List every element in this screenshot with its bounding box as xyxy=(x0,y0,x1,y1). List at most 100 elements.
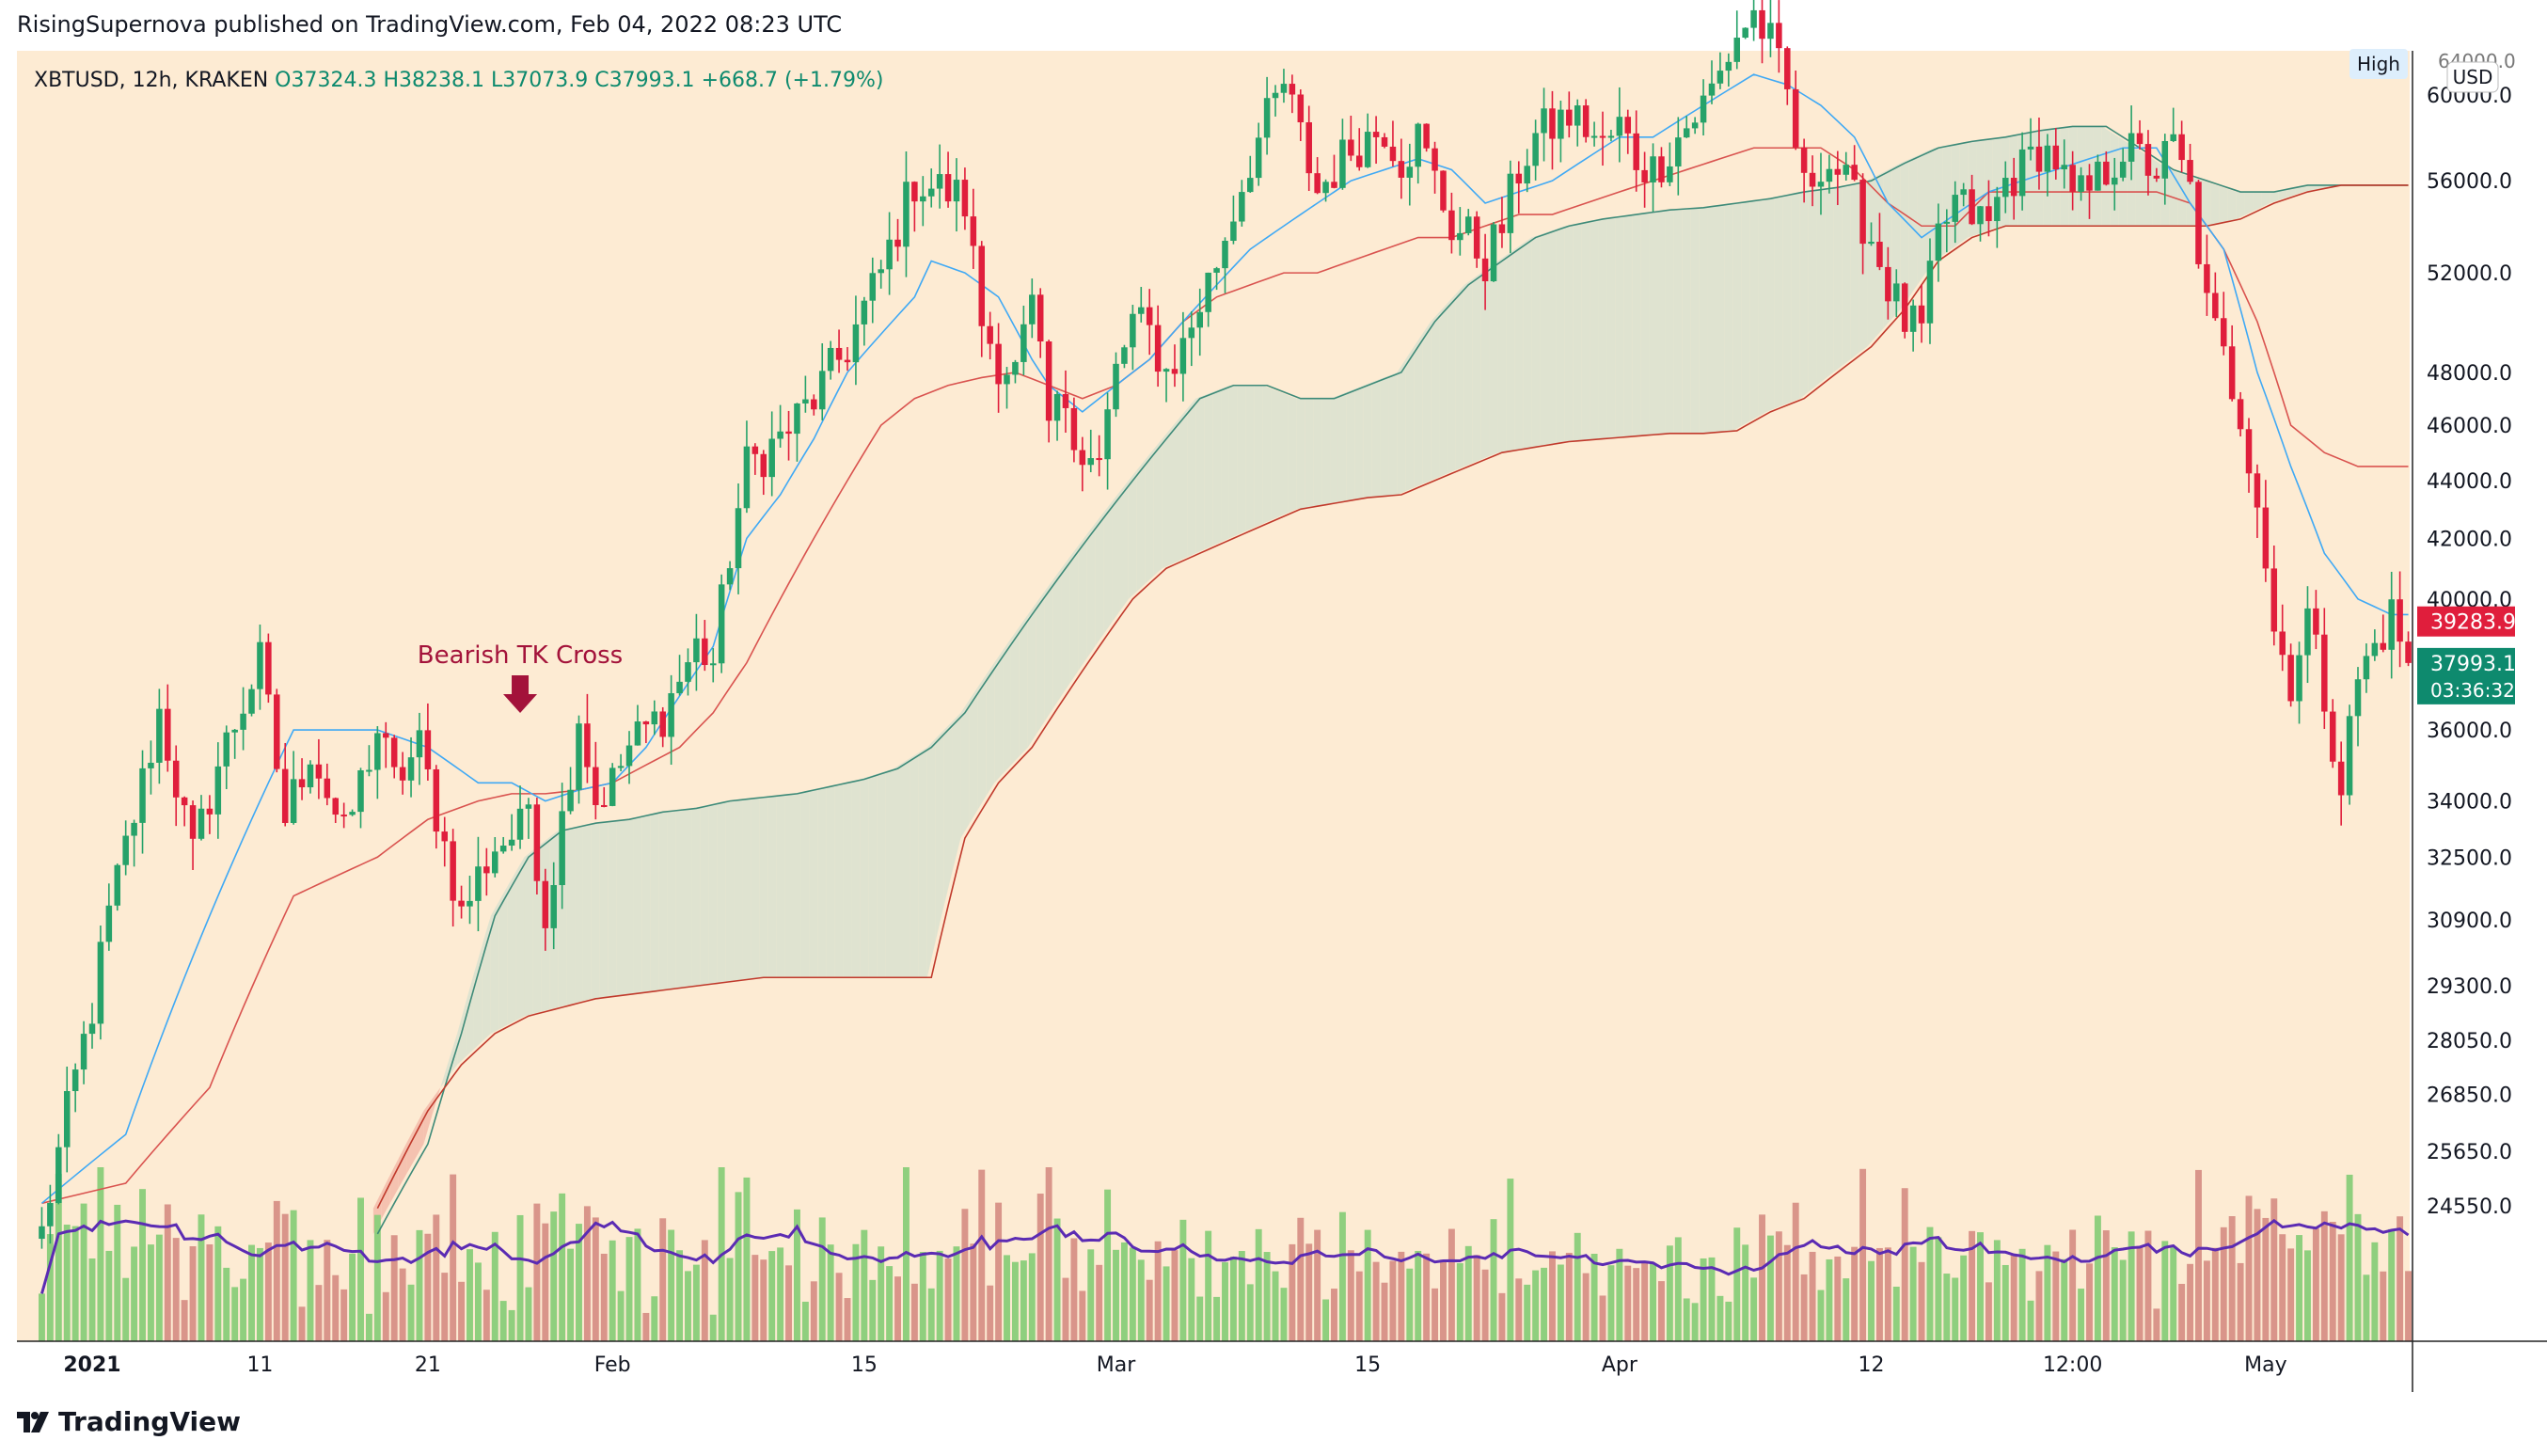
candle-body xyxy=(63,1091,71,1147)
candle-body xyxy=(1767,23,1774,40)
volume-bar xyxy=(307,1240,314,1341)
volume-bar xyxy=(2111,1247,2118,1341)
volume-bar xyxy=(1826,1258,1833,1341)
volume-bar xyxy=(349,1253,356,1341)
candle-body xyxy=(114,864,121,906)
cloud-segment xyxy=(1221,385,1229,543)
close-price-label: 37993.1 xyxy=(2430,653,2516,676)
volume-bar xyxy=(2010,1254,2017,1341)
price-tick-label: 29300.0 xyxy=(2427,975,2512,999)
candle-body xyxy=(878,269,884,274)
time-tick-label: Feb xyxy=(594,1353,631,1377)
cloud-segment xyxy=(1204,391,1213,550)
candle-body xyxy=(2371,642,2379,657)
volume-bar xyxy=(1481,1269,1489,1341)
volume-bar xyxy=(576,1224,582,1341)
candle-body xyxy=(1355,155,1363,167)
cloud-segment xyxy=(515,857,525,1021)
candle-body xyxy=(634,721,641,746)
volume-bar xyxy=(88,1258,96,1341)
candle-body xyxy=(2212,293,2219,319)
volume-bar xyxy=(122,1277,130,1341)
volume-bar xyxy=(1650,1263,1656,1341)
volume-bar xyxy=(1272,1271,1279,1341)
candle-body xyxy=(105,905,113,942)
volume-bar xyxy=(2296,1235,2303,1341)
cloud-segment xyxy=(1153,438,1163,577)
volume-bar xyxy=(1733,1227,1741,1341)
cloud-segment xyxy=(793,791,801,978)
cloud-segment xyxy=(960,700,970,839)
time-tick-label: 21 xyxy=(415,1353,441,1377)
candle-body xyxy=(1985,206,1992,222)
candle-body xyxy=(1994,197,2001,222)
tradingview-brand[interactable]: TradingView xyxy=(17,1406,241,1437)
volume-bar xyxy=(827,1244,834,1341)
volume-bar xyxy=(1087,1249,1095,1341)
candle-body xyxy=(600,804,608,807)
candle-body xyxy=(450,841,456,901)
high-label: High xyxy=(2357,53,2400,75)
cloud-segment xyxy=(935,730,944,942)
volume-bar xyxy=(533,1203,541,1341)
candle-body xyxy=(1607,135,1615,138)
volume-bar xyxy=(936,1250,943,1341)
volume-bar xyxy=(467,1249,473,1341)
candle-body xyxy=(148,762,154,768)
volume-bar xyxy=(801,1301,809,1341)
volume-bar xyxy=(1255,1228,1262,1341)
candle-body xyxy=(1053,393,1061,421)
candle-body xyxy=(936,174,943,189)
candle-body xyxy=(2086,175,2093,191)
price-tick-label: 44000.0 xyxy=(2427,470,2512,494)
volume-bar xyxy=(685,1271,691,1341)
volume-bar xyxy=(1113,1249,1119,1341)
volume-bar xyxy=(1800,1274,1808,1341)
candle-body xyxy=(88,1023,96,1035)
volume-bar xyxy=(668,1229,675,1341)
candle-body xyxy=(1742,27,1748,39)
volume-bar xyxy=(105,1250,113,1341)
volume-bar xyxy=(2279,1234,2286,1341)
cloud-segment xyxy=(1271,388,1280,520)
candle-body xyxy=(2078,175,2084,192)
volume-bar xyxy=(1314,1229,1321,1341)
cloud-segment xyxy=(700,804,709,986)
volume-bar xyxy=(1993,1240,2001,1341)
candle-body xyxy=(366,769,372,772)
volume-bar xyxy=(1163,1266,1170,1341)
volume-bar xyxy=(1096,1264,1103,1341)
volume-bar xyxy=(2287,1248,2295,1341)
candle-body xyxy=(1171,369,1179,374)
candle-body xyxy=(1339,139,1346,188)
volume-bar xyxy=(835,1273,843,1341)
candle-body xyxy=(156,708,163,763)
candle-body xyxy=(861,300,868,324)
price-axis[interactable]: 60000.056000.052000.048000.046000.044000… xyxy=(2349,49,2516,1392)
volume-bar xyxy=(1901,1188,1908,1341)
annotation-arrow-icon xyxy=(503,675,538,713)
candle-body xyxy=(1784,48,1791,89)
volume-bar xyxy=(458,1281,466,1341)
volume-bar xyxy=(1036,1194,1044,1341)
volume-bar xyxy=(2228,1216,2236,1341)
cloud-segment xyxy=(1431,312,1440,481)
time-tick-label: 15 xyxy=(851,1353,878,1377)
candle-body xyxy=(818,371,826,410)
volume-bar xyxy=(1062,1277,1069,1341)
volume-bar xyxy=(147,1244,154,1341)
candle-body xyxy=(265,641,272,695)
candle-body xyxy=(1960,189,1967,196)
candle-body xyxy=(1230,221,1237,242)
candle-body xyxy=(1398,161,1405,178)
candle-body xyxy=(584,723,591,768)
cloud-segment xyxy=(1288,395,1297,514)
candle-body xyxy=(702,638,708,666)
candle-body xyxy=(735,508,742,569)
candle-body xyxy=(2296,655,2302,702)
candle-body xyxy=(709,663,717,666)
volume-bars xyxy=(39,1167,2412,1341)
time-tick-label: 15 xyxy=(1354,1353,1381,1377)
